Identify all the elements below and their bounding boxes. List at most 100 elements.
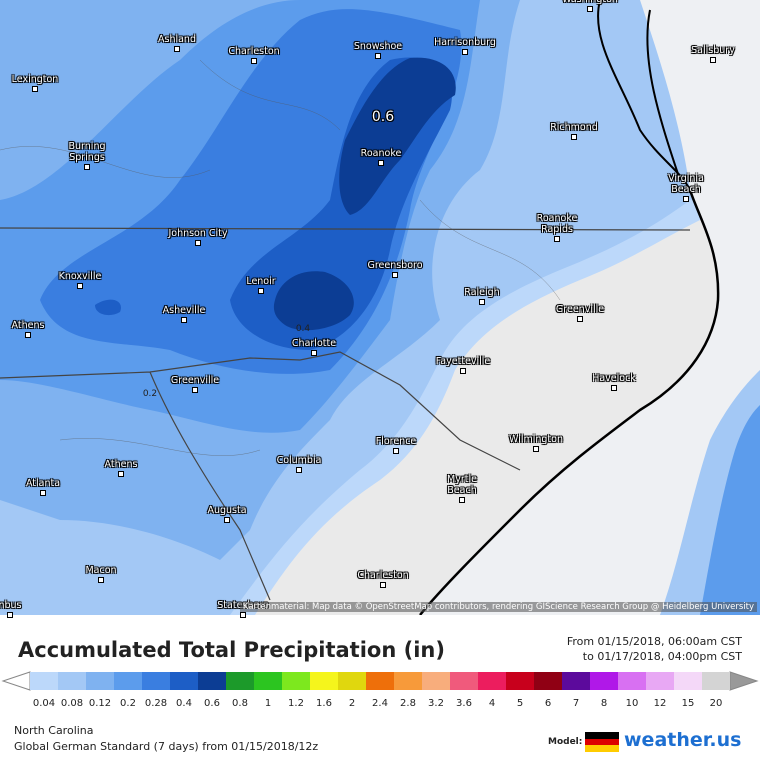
city-name: Florence [375, 436, 417, 447]
legend-label: 4 [488, 698, 496, 709]
state-borders [0, 227, 691, 601]
city: Havelock [583, 373, 645, 391]
legend-label: 0.28 [144, 698, 168, 709]
city: Charleston [223, 46, 285, 64]
legend-swatch [674, 672, 702, 690]
legend-label: 5 [516, 698, 524, 709]
legend-label: 1 [264, 698, 272, 709]
legend-swatch [618, 672, 646, 690]
city: Burning Springs [56, 141, 118, 170]
city-dot [174, 46, 180, 52]
date-from: From 01/15/2018, 06:00am CST [566, 635, 742, 648]
city-dot [311, 350, 317, 356]
legend-label: 15 [681, 698, 695, 709]
city-dot [459, 497, 465, 503]
city-name: Ashland [158, 34, 196, 45]
city: Charlotte [283, 338, 345, 356]
legend-swatch [170, 672, 198, 690]
city-name: Greenville [170, 375, 220, 386]
city-dot [32, 86, 38, 92]
city-dot [611, 385, 617, 391]
contour-label: 0.2 [142, 389, 158, 399]
legend-swatch [450, 672, 478, 690]
city-name: Macon [85, 565, 117, 576]
city-name: Salisbury [691, 45, 735, 56]
city-dot [224, 517, 230, 523]
city-dot [683, 196, 689, 202]
legend-swatch [198, 672, 226, 690]
city: Virginia Beach [655, 173, 717, 202]
city-dot [7, 612, 13, 618]
city: Harrisonburg [434, 37, 496, 55]
legend-swatch [394, 672, 422, 690]
legend-label: 0.2 [120, 698, 136, 709]
city-dot [251, 58, 257, 64]
logo: weather.us [624, 729, 742, 751]
city: Athens [90, 459, 152, 477]
legend-swatch [646, 672, 674, 690]
city-name: Lexington [11, 74, 59, 85]
city: Columbia [268, 455, 330, 473]
city-name: Greensboro [367, 260, 423, 271]
city-dot [98, 577, 104, 583]
city-name: Myrtle Beach [447, 474, 477, 496]
city-dot [533, 446, 539, 452]
legend-label: 0.12 [88, 698, 112, 709]
date-to: to 01/17/2018, 04:00pm CST [582, 650, 742, 663]
contour-label: 0.4 [295, 324, 311, 334]
legend-swatch [30, 672, 58, 690]
legend-label: 2 [348, 698, 356, 709]
city: Wilmington [505, 434, 567, 452]
county-lines [0, 59, 561, 456]
city-dot [587, 6, 593, 12]
city-dot [462, 49, 468, 55]
city: Washington [559, 0, 621, 12]
city: Atlanta [12, 478, 74, 496]
city-name: Asheville [162, 305, 206, 316]
city-name: Harrisonburg [434, 37, 496, 48]
legend-label: 0.4 [176, 698, 192, 709]
city-name: Atlanta [25, 478, 61, 489]
legend-swatch [590, 672, 618, 690]
legend-bar [1, 671, 759, 691]
legend-label: 10 [625, 698, 639, 709]
legend-swatch [86, 672, 114, 690]
legend-swatch [422, 672, 450, 690]
legend-swatch [310, 672, 338, 690]
flag [585, 732, 619, 752]
legend-label: 0.6 [204, 698, 220, 709]
legend-label: 1.2 [288, 698, 304, 709]
city-dot [577, 316, 583, 322]
city: Ashland [146, 34, 208, 52]
legend-label: 3.2 [428, 698, 444, 709]
legend-label: 7 [572, 698, 580, 709]
city-dot [554, 236, 560, 242]
city-dot [479, 299, 485, 305]
legend-swatch [478, 672, 506, 690]
city-dot [192, 387, 198, 393]
city-name: Charleston [228, 46, 280, 57]
attribution: Kartenmaterial: Map data © OpenStreetMap… [239, 602, 757, 612]
legend-swatch [338, 672, 366, 690]
bay-coast [597, 0, 691, 191]
city-name: Lenoir [246, 276, 276, 287]
legend-swatch [282, 672, 310, 690]
legend-swatch [534, 672, 562, 690]
city: Snowshoe [347, 41, 409, 59]
city: Greensboro [364, 260, 426, 278]
legend-label: 6 [544, 698, 552, 709]
city: Roanoke [350, 148, 412, 166]
city-dot [40, 490, 46, 496]
city-name: Snowshoe [353, 41, 403, 52]
precip-ocean-heavy [700, 405, 760, 615]
city: Augusta [196, 505, 258, 523]
city: Richmond [543, 122, 605, 140]
city: Lenoir [230, 276, 292, 294]
city-dot [84, 164, 90, 170]
city: Fayetteville [432, 356, 494, 374]
city-dot [380, 582, 386, 588]
precip-0.6 [273, 57, 456, 331]
city-name: Fayetteville [435, 356, 491, 367]
city-dot [181, 317, 187, 323]
city-dot [25, 332, 31, 338]
